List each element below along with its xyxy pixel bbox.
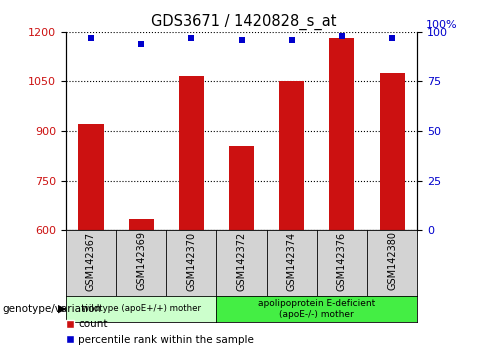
Text: GSM142374: GSM142374 <box>287 232 297 291</box>
Bar <box>179 76 204 230</box>
Text: wildtype (apoE+/+) mother: wildtype (apoE+/+) mother <box>81 304 201 313</box>
Bar <box>279 81 305 230</box>
Text: GSM142369: GSM142369 <box>136 232 146 290</box>
Bar <box>129 218 154 230</box>
Y-axis label: 100%: 100% <box>426 20 458 30</box>
Text: GSM142370: GSM142370 <box>186 232 196 291</box>
Text: apolipoprotein E-deficient
(apoE-/-) mother: apolipoprotein E-deficient (apoE-/-) mot… <box>258 299 375 319</box>
Bar <box>79 124 103 230</box>
Text: GSM142376: GSM142376 <box>337 232 347 291</box>
Bar <box>380 73 405 230</box>
Bar <box>229 146 254 230</box>
Bar <box>329 39 354 230</box>
Point <box>288 37 296 42</box>
Point <box>137 41 145 47</box>
Text: GSM142372: GSM142372 <box>237 232 246 291</box>
Text: genotype/variation: genotype/variation <box>2 304 102 314</box>
Point <box>238 37 245 42</box>
Point <box>338 33 346 39</box>
Text: ▶: ▶ <box>58 304 66 314</box>
Text: GSM142367: GSM142367 <box>86 232 96 291</box>
Legend: count, percentile rank within the sample: count, percentile rank within the sample <box>61 315 258 349</box>
Text: GSM142380: GSM142380 <box>387 232 397 290</box>
Point <box>87 35 95 41</box>
Point <box>187 35 195 41</box>
Point <box>388 35 396 41</box>
Text: GDS3671 / 1420828_s_at: GDS3671 / 1420828_s_at <box>151 14 337 30</box>
